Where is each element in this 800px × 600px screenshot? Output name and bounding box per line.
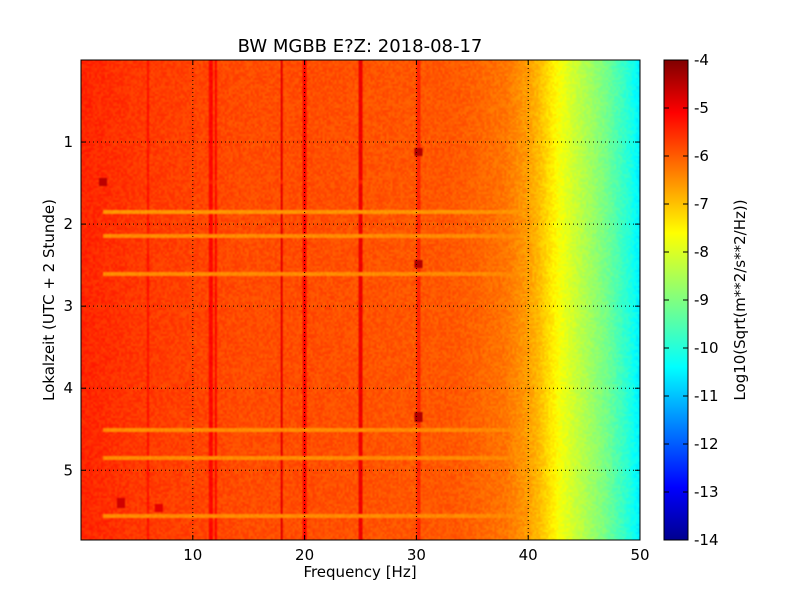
plot-frame <box>80 59 641 541</box>
y-tick-label: 2 <box>63 215 73 233</box>
x-tick-label: 40 <box>519 546 538 564</box>
colorbar-tick-label: -10 <box>694 339 719 357</box>
colorbar-ticks: -4 -5 -6 -7 -8 -9 -10 -11 -12 -13 -14 <box>664 51 719 549</box>
y-tick-label: 1 <box>63 133 73 151</box>
x-tick-label: 50 <box>630 546 649 564</box>
axis-ticks: 10 20 30 40 50 1 2 3 4 5 <box>63 60 650 564</box>
y-tick-label: 5 <box>63 461 73 479</box>
colorbar-tick-label: -13 <box>694 483 719 501</box>
chart-title: BW MGBB E?Z: 2018-08-17 <box>238 36 483 57</box>
x-tick-label: 30 <box>407 546 426 564</box>
spectrogram-heatmap <box>81 60 640 540</box>
x-tick-label: 20 <box>295 546 314 564</box>
grid-lines <box>81 60 640 540</box>
colorbar-tick-label: -4 <box>694 51 709 69</box>
x-tick-label: 10 <box>183 546 202 564</box>
colorbar-tick-label: -5 <box>694 99 709 117</box>
colorbar-tick-label: -7 <box>694 195 709 213</box>
colorbar-tick-label: -12 <box>694 435 719 453</box>
colorbar-label: Log10(Sqrt(m**2/s**2/Hz)) <box>731 199 749 400</box>
colorbar-tick-label: -14 <box>694 531 719 549</box>
y-axis-label: Lokalzeit (UTC + 2 Stunde) <box>40 199 58 401</box>
y-tick-label: 3 <box>63 297 73 315</box>
colorbar-tick-label: -8 <box>694 243 709 261</box>
colorbar-tick-label: -6 <box>694 147 709 165</box>
colorbar-tick-label: -11 <box>694 387 719 405</box>
y-tick-label: 4 <box>63 379 73 397</box>
x-axis-label: Frequency [Hz] <box>303 563 416 581</box>
colorbar-tick-label: -9 <box>694 291 709 309</box>
